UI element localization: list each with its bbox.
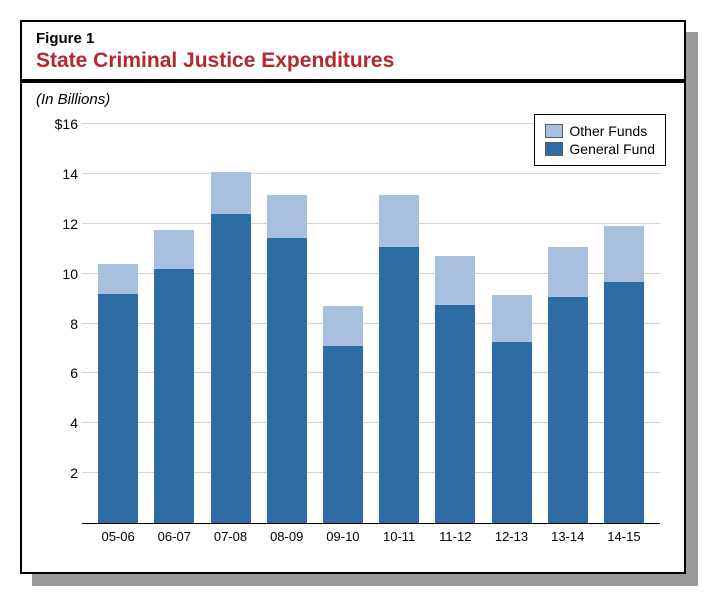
stacked-bar bbox=[323, 229, 363, 523]
stacked-bar bbox=[548, 191, 588, 523]
y-axis-label: 10 bbox=[40, 266, 78, 282]
legend-swatch-other bbox=[545, 124, 563, 138]
stacked-bar bbox=[435, 196, 475, 523]
bar-segment-general bbox=[492, 342, 532, 523]
stacked-bar bbox=[379, 161, 419, 523]
legend: Other Funds General Fund bbox=[534, 114, 666, 166]
bar-segment-general bbox=[548, 297, 588, 523]
bar-slot: 07-08 bbox=[202, 124, 258, 523]
x-axis-label: 14-15 bbox=[607, 529, 640, 544]
stacked-bar bbox=[154, 181, 194, 523]
bar-segment-other bbox=[154, 230, 194, 268]
bar-slot: 13-14 bbox=[540, 124, 596, 523]
stacked-bar bbox=[492, 221, 532, 523]
bar-segment-other bbox=[492, 295, 532, 342]
plot-region: 05-0606-0707-0808-0909-1010-1111-1212-13… bbox=[82, 124, 660, 524]
bar-segment-other bbox=[323, 306, 363, 346]
bar-slot: 11-12 bbox=[427, 124, 483, 523]
legend-item-general: General Fund bbox=[545, 141, 655, 157]
figure-label: Figure 1 bbox=[36, 30, 670, 47]
bar-segment-other bbox=[98, 264, 138, 294]
bars-container: 05-0606-0707-0808-0909-1010-1111-1212-13… bbox=[82, 124, 660, 523]
x-axis-label: 12-13 bbox=[495, 529, 528, 544]
x-axis-label: 13-14 bbox=[551, 529, 584, 544]
bar-segment-general bbox=[154, 269, 194, 523]
y-axis-label: 6 bbox=[40, 365, 78, 381]
legend-item-other: Other Funds bbox=[545, 123, 655, 139]
x-axis-label: 06-07 bbox=[158, 529, 191, 544]
figure-container: Figure 1 State Criminal Justice Expendit… bbox=[20, 20, 686, 574]
y-axis-label: 14 bbox=[40, 166, 78, 182]
bar-segment-other bbox=[267, 195, 307, 238]
x-axis-label: 11-12 bbox=[439, 529, 471, 544]
x-axis-label: 09-10 bbox=[326, 529, 359, 544]
bar-segment-general bbox=[323, 346, 363, 523]
bar-segment-other bbox=[435, 256, 475, 305]
stacked-bar bbox=[211, 149, 251, 523]
legend-label-other: Other Funds bbox=[569, 123, 647, 139]
bar-slot: 05-06 bbox=[90, 124, 146, 523]
bar-segment-general bbox=[98, 294, 138, 523]
bar-segment-other bbox=[379, 195, 419, 247]
bar-slot: 10-11 bbox=[371, 124, 427, 523]
x-axis-label: 10-11 bbox=[383, 529, 415, 544]
bar-segment-general bbox=[604, 282, 644, 523]
bar-segment-other bbox=[548, 247, 588, 297]
y-axis-label: 4 bbox=[40, 415, 78, 431]
bar-slot: 08-09 bbox=[259, 124, 315, 523]
y-axis-label: 8 bbox=[40, 316, 78, 332]
legend-swatch-general bbox=[545, 142, 563, 156]
x-axis-label: 08-09 bbox=[270, 529, 303, 544]
x-axis-label: 07-08 bbox=[214, 529, 247, 544]
bar-slot: 12-13 bbox=[483, 124, 539, 523]
figure-header: Figure 1 State Criminal Justice Expendit… bbox=[22, 22, 684, 79]
bar-segment-general bbox=[211, 214, 251, 523]
stacked-bar bbox=[98, 201, 138, 523]
bar-segment-general bbox=[267, 238, 307, 523]
legend-label-general: General Fund bbox=[569, 141, 655, 157]
chart-area: Other Funds General Fund 05-0606-0707-08… bbox=[36, 114, 670, 554]
bar-slot: 09-10 bbox=[315, 124, 371, 523]
y-axis-label: $16 bbox=[40, 116, 78, 132]
figure-panel: Figure 1 State Criminal Justice Expendit… bbox=[20, 20, 686, 574]
y-axis-label: 12 bbox=[40, 216, 78, 232]
bar-segment-general bbox=[435, 305, 475, 523]
bar-segment-other bbox=[604, 226, 644, 282]
bar-segment-other bbox=[211, 172, 251, 214]
stacked-bar bbox=[267, 161, 307, 523]
x-axis-label: 05-06 bbox=[101, 529, 134, 544]
bar-slot: 06-07 bbox=[146, 124, 202, 523]
stacked-bar bbox=[604, 179, 644, 523]
bar-slot: 14-15 bbox=[596, 124, 652, 523]
figure-subtitle: (In Billions) bbox=[22, 83, 684, 108]
y-axis-label: 2 bbox=[40, 465, 78, 481]
bar-segment-general bbox=[379, 247, 419, 523]
figure-title: State Criminal Justice Expenditures bbox=[36, 49, 670, 73]
